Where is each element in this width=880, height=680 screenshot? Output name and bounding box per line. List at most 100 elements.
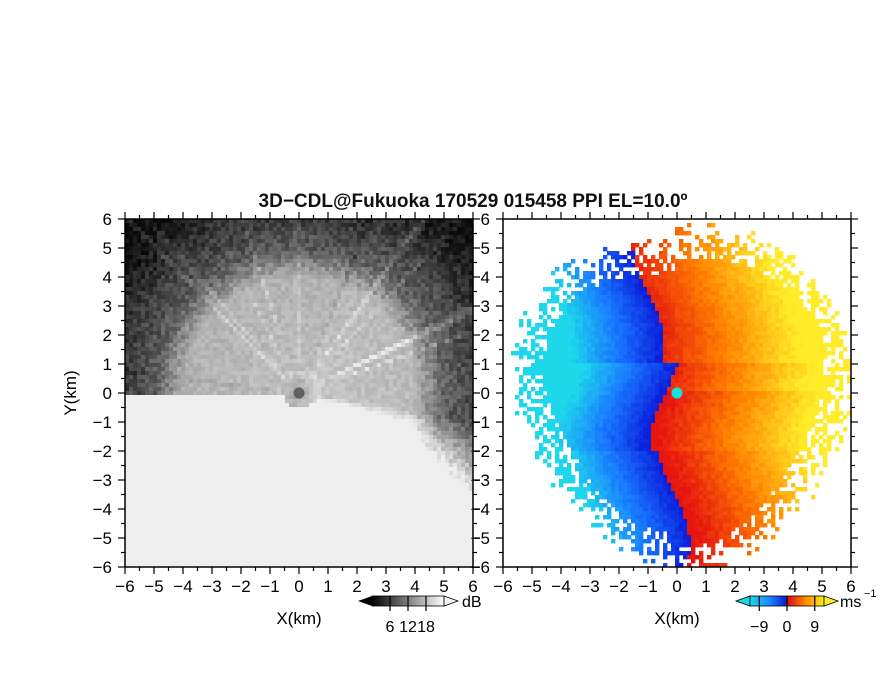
reflectivity-cell <box>293 543 298 548</box>
reflectivity-cell <box>265 295 270 300</box>
reflectivity-cell <box>273 427 278 432</box>
reflectivity-cell <box>245 219 250 224</box>
reflectivity-cell <box>313 503 318 508</box>
reflectivity-cell <box>161 339 166 344</box>
reflectivity-cell <box>289 563 294 567</box>
reflectivity-cell <box>269 287 274 292</box>
reflectivity-cell <box>249 235 254 240</box>
reflectivity-cell <box>205 343 210 348</box>
reflectivity-cell <box>173 455 178 460</box>
reflectivity-cell <box>129 283 134 288</box>
reflectivity-cell <box>261 351 266 356</box>
reflectivity-cell <box>141 551 146 556</box>
reflectivity-cell <box>345 291 350 296</box>
reflectivity-cell <box>205 399 210 404</box>
reflectivity-cell <box>345 495 350 500</box>
reflectivity-cell <box>237 451 242 456</box>
reflectivity-cell <box>125 419 130 424</box>
reflectivity-cell <box>233 451 238 456</box>
reflectivity-cell <box>213 359 218 364</box>
reflectivity-cell <box>133 427 138 432</box>
reflectivity-cell <box>277 447 282 452</box>
reflectivity-cell <box>213 479 218 484</box>
reflectivity-cell <box>301 399 306 404</box>
reflectivity-cell <box>305 531 310 536</box>
reflectivity-cell <box>201 387 206 392</box>
reflectivity-cell <box>309 555 314 560</box>
reflectivity-cell <box>237 259 242 264</box>
reflectivity-cell <box>233 483 238 488</box>
reflectivity-cell <box>209 535 214 540</box>
reflectivity-cell <box>185 219 190 224</box>
reflectivity-cell <box>257 487 262 492</box>
reflectivity-cell <box>305 427 310 432</box>
reflectivity-cell <box>321 283 326 288</box>
reflectivity-cell <box>205 419 210 424</box>
reflectivity-cell <box>313 291 318 296</box>
reflectivity-cell <box>277 491 282 496</box>
reflectivity-cell <box>217 331 222 336</box>
reflectivity-cell <box>189 495 194 500</box>
reflectivity-cell <box>161 343 166 348</box>
reflectivity-cell <box>337 327 342 332</box>
reflectivity-cell <box>133 251 138 256</box>
reflectivity-cell <box>325 331 330 336</box>
reflectivity-cell <box>253 455 258 460</box>
reflectivity-cell <box>225 451 230 456</box>
reflectivity-cell <box>345 415 350 420</box>
reflectivity-cell <box>349 555 354 560</box>
reflectivity-cell <box>225 235 230 240</box>
reflectivity-cell <box>217 459 222 464</box>
reflectivity-cell <box>289 555 294 560</box>
reflectivity-cell <box>317 411 322 416</box>
reflectivity-cell <box>309 511 314 516</box>
reflectivity-cell <box>269 367 274 372</box>
reflectivity-cell <box>129 375 134 380</box>
reflectivity-cell <box>293 359 298 364</box>
reflectivity-cell <box>137 399 142 404</box>
reflectivity-cell <box>205 335 210 340</box>
reflectivity-cell <box>177 415 182 420</box>
reflectivity-cell <box>333 371 338 376</box>
reflectivity-cell <box>341 327 346 332</box>
reflectivity-cell <box>201 379 206 384</box>
reflectivity-cell <box>197 443 202 448</box>
reflectivity-cell <box>201 263 206 268</box>
reflectivity-cell <box>249 523 254 528</box>
reflectivity-cell <box>197 227 202 232</box>
reflectivity-cell <box>133 255 138 260</box>
reflectivity-cell <box>293 299 298 304</box>
reflectivity-cell <box>157 495 162 500</box>
reflectivity-cell <box>293 267 298 272</box>
reflectivity-cell <box>189 443 194 448</box>
reflectivity-cell <box>257 319 262 324</box>
reflectivity-cell <box>157 475 162 480</box>
reflectivity-cell <box>241 295 246 300</box>
reflectivity-cell <box>193 255 198 260</box>
reflectivity-cell <box>293 551 298 556</box>
reflectivity-cell <box>193 511 198 516</box>
reflectivity-cell <box>185 275 190 280</box>
reflectivity-cell <box>301 559 306 564</box>
reflectivity-cell <box>261 291 266 296</box>
reflectivity-cell <box>305 227 310 232</box>
reflectivity-cell <box>349 491 354 496</box>
reflectivity-cell <box>301 295 306 300</box>
reflectivity-cell <box>193 359 198 364</box>
reflectivity-cell <box>237 319 242 324</box>
reflectivity-cell <box>169 311 174 316</box>
reflectivity-cell <box>341 563 346 567</box>
reflectivity-cell <box>241 503 246 508</box>
reflectivity-cell <box>153 251 158 256</box>
reflectivity-cell <box>341 347 346 352</box>
reflectivity-cell <box>289 259 294 264</box>
reflectivity-cell <box>289 523 294 528</box>
reflectivity-cell <box>181 327 186 332</box>
reflectivity-cell <box>325 315 330 320</box>
reflectivity-cell <box>249 483 254 488</box>
reflectivity-cell <box>193 307 198 312</box>
reflectivity-cell <box>297 539 302 544</box>
reflectivity-cell <box>137 515 142 520</box>
reflectivity-cell <box>145 415 150 420</box>
reflectivity-cell <box>349 551 354 556</box>
